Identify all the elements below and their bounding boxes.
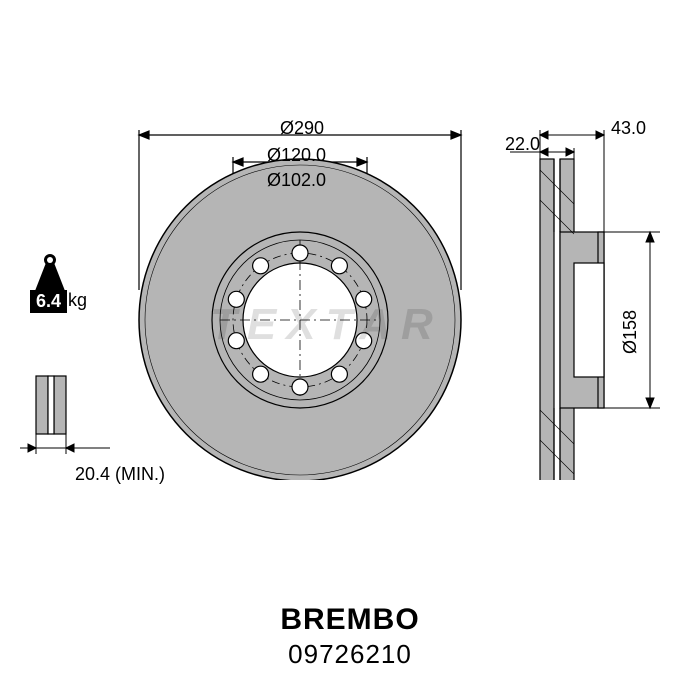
label-center-bore: Ø102.0 [267, 170, 326, 191]
brand-name: BREMBO [280, 603, 419, 637]
label-min-thickness: 20.4 (MIN.) [75, 464, 165, 485]
part-number: 09726210 [280, 639, 419, 670]
label-outer-diameter: Ø290 [280, 118, 324, 139]
label-thickness-total: 43.0 [611, 118, 646, 139]
label-hub-diameter: Ø158 [620, 310, 641, 354]
weight-value: 6.4 [30, 290, 67, 313]
label-bolt-circle: Ø120.0 [267, 145, 326, 166]
watermark: TEXTAR [210, 300, 443, 350]
side-view [500, 60, 680, 480]
weight-unit: kg [68, 290, 87, 311]
brand-footer: BREMBO 09726210 [280, 603, 419, 670]
label-thickness-disc: 22.0 [505, 134, 540, 155]
